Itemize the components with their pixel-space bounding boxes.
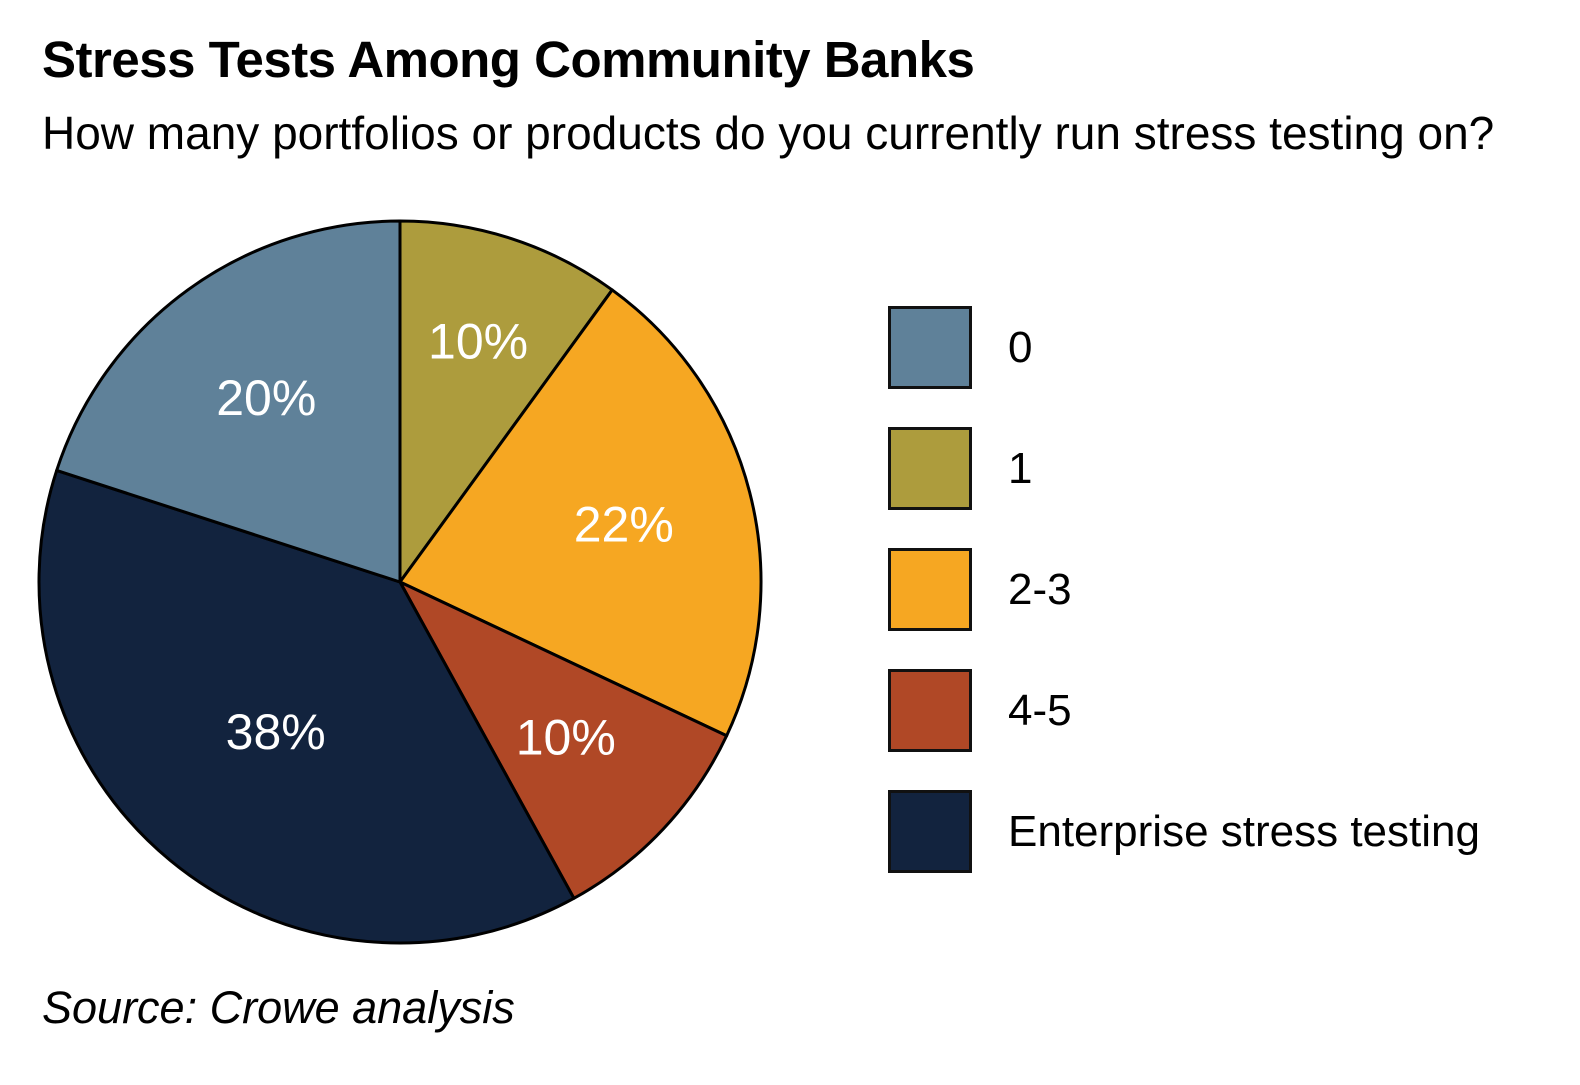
legend-swatch-0 — [888, 306, 972, 389]
legend-row: 4-5 — [888, 669, 1480, 752]
pie-slice-4-5 — [398, 580, 729, 900]
legend-row: 0 — [888, 306, 1480, 389]
legend-swatch-1 — [888, 427, 972, 510]
legend: 0 1 2-3 4-5 Enterprise stress testing — [888, 306, 1480, 911]
legend-label: 0 — [1008, 322, 1033, 372]
legend-swatch-4 — [888, 790, 972, 873]
legend-swatch-2 — [888, 548, 972, 631]
pie-slice-label: 10% — [516, 710, 616, 766]
pie-slice-label: 10% — [428, 314, 528, 370]
legend-label: 2-3 — [1008, 564, 1072, 614]
legend-label: Enterprise stress testing — [1008, 806, 1480, 856]
legend-swatch-3 — [888, 669, 972, 752]
pie-slice-label: 22% — [574, 497, 674, 553]
legend-row: Enterprise stress testing — [888, 790, 1480, 873]
pie-slice-1 — [398, 219, 614, 584]
page-title: Stress Tests Among Community Banks — [42, 31, 975, 88]
legend-row: 1 — [888, 427, 1480, 510]
legend-row: 2-3 — [888, 548, 1480, 631]
pie-slice-0 — [55, 219, 402, 584]
pie-slice-enterprise-stress-testing — [37, 468, 576, 945]
legend-label: 4-5 — [1008, 685, 1072, 735]
pie-chart: 10% 22% 10% 38% 20% — [37, 219, 763, 945]
source-note: Source: Crowe analysis — [42, 982, 515, 1033]
pie-slice-label: 20% — [216, 370, 316, 426]
pie-slice-label: 38% — [226, 704, 326, 760]
page-subtitle: How many portfolios or products do you c… — [42, 107, 1495, 159]
legend-label: 1 — [1008, 443, 1033, 493]
